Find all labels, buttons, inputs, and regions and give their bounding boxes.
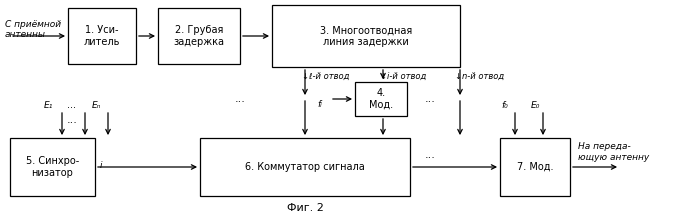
- Text: 7. Мод.: 7. Мод.: [517, 162, 554, 172]
- Bar: [500, 138, 570, 196]
- Bar: [68, 8, 136, 64]
- Text: f₀: f₀: [502, 101, 508, 110]
- Text: ...: ...: [235, 94, 246, 104]
- Bar: [200, 138, 410, 196]
- Text: Фиг. 2: Фиг. 2: [287, 203, 323, 213]
- Text: На переда-
ющую антенну: На переда- ющую антенну: [578, 142, 649, 162]
- Text: 4.
Мод.: 4. Мод.: [369, 88, 393, 110]
- Text: 6. Коммутатор сигнала: 6. Коммутатор сигнала: [245, 162, 365, 172]
- Text: 5. Синхро-
низатор: 5. Синхро- низатор: [26, 156, 79, 178]
- Bar: [10, 138, 95, 196]
- Text: 2. Грубая
задержка: 2. Грубая задержка: [174, 25, 225, 47]
- Text: ↓n-й отвод: ↓n-й отвод: [455, 72, 504, 81]
- Text: ...: ...: [68, 100, 77, 110]
- Text: fᵢ: fᵢ: [318, 99, 322, 109]
- Bar: [272, 5, 460, 67]
- Text: i: i: [100, 161, 103, 170]
- Text: ↓ℓ-й отвод: ↓ℓ-й отвод: [302, 72, 350, 81]
- Text: ↓i-й отвод: ↓i-й отвод: [380, 72, 426, 81]
- Text: 3. Многоотводная
линия задержки: 3. Многоотводная линия задержки: [320, 25, 412, 47]
- Bar: [355, 82, 407, 116]
- Bar: [158, 8, 240, 64]
- Text: ...: ...: [66, 115, 77, 125]
- Text: ...: ...: [424, 150, 436, 160]
- Text: С приёмной
антенны: С приёмной антенны: [5, 20, 61, 39]
- Text: 1. Уси-
литель: 1. Уси- литель: [84, 25, 120, 47]
- Text: ...: ...: [424, 94, 436, 104]
- Text: E₀: E₀: [530, 101, 540, 110]
- Text: Eₙ: Eₙ: [91, 101, 101, 110]
- Text: E₁: E₁: [43, 101, 52, 110]
